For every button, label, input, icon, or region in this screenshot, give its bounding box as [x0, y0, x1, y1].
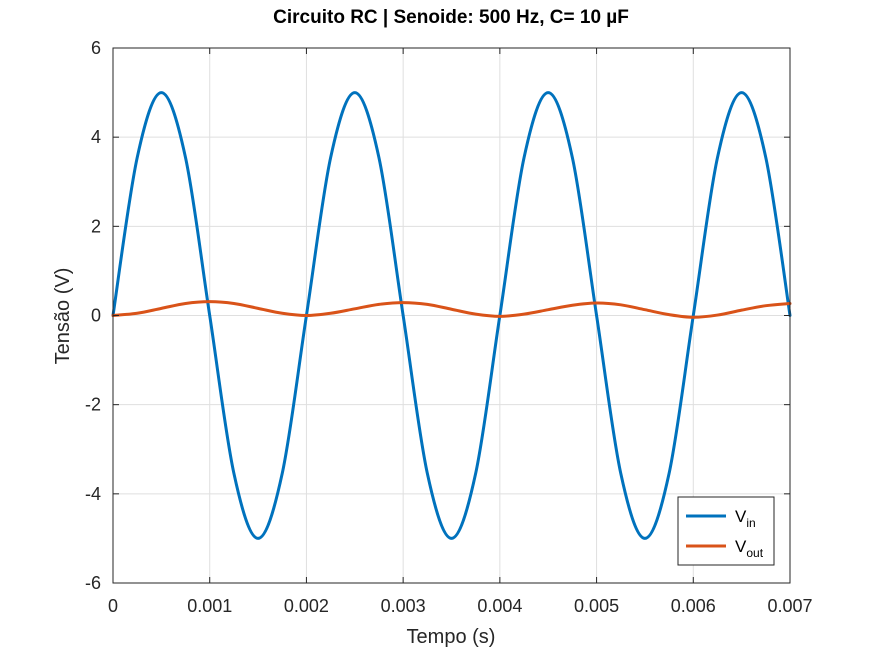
- legend-label-vout-sub: out: [746, 546, 763, 560]
- x-tick-label: 0.003: [381, 596, 426, 616]
- legend-label-vin-sub: in: [746, 516, 755, 530]
- y-tick-label: 6: [91, 38, 101, 58]
- y-tick-label: 0: [91, 306, 101, 326]
- series-line-vin: [111, 91, 792, 540]
- x-tick-label: 0: [108, 596, 118, 616]
- legend-label-vin: Vin: [735, 507, 756, 530]
- x-tick-label: 0.002: [284, 596, 329, 616]
- series-group: [111, 91, 792, 540]
- y-tick-label: -6: [85, 573, 101, 593]
- legend-label-vout-main: V: [735, 537, 747, 556]
- x-tick-label: 0.006: [671, 596, 716, 616]
- x-tick-label: 0.005: [574, 596, 619, 616]
- y-tick-label: -4: [85, 484, 101, 504]
- legend-box: [677, 496, 775, 566]
- legend-label-vout: Vout: [735, 537, 764, 560]
- x-tick-label: 0.004: [477, 596, 522, 616]
- legend-label-vin-main: V: [735, 507, 747, 526]
- y-tick-label: -2: [85, 395, 101, 415]
- y-tick-label: 4: [91, 127, 101, 147]
- grid: [113, 48, 790, 583]
- series-line-vout: [111, 300, 792, 319]
- y-axis-label: Tensão (V): [52, 268, 74, 365]
- x-tick-label: 0.001: [187, 596, 232, 616]
- chart-title: Circuito RC | Senoide: 500 Hz, C= 10 µF: [273, 7, 629, 28]
- x-tick-label: 0.007: [767, 596, 812, 616]
- legend: Vin Vout: [677, 496, 775, 566]
- x-axis-label: Tempo (s): [407, 626, 496, 648]
- y-tick-label: 2: [91, 216, 101, 236]
- y-tick-labels: -6 -4 -2 0 2 4 6: [85, 38, 101, 593]
- x-tick-labels: 0 0.001 0.002 0.003 0.004 0.005 0.006 0.007: [108, 596, 813, 616]
- ticks: [112, 47, 791, 584]
